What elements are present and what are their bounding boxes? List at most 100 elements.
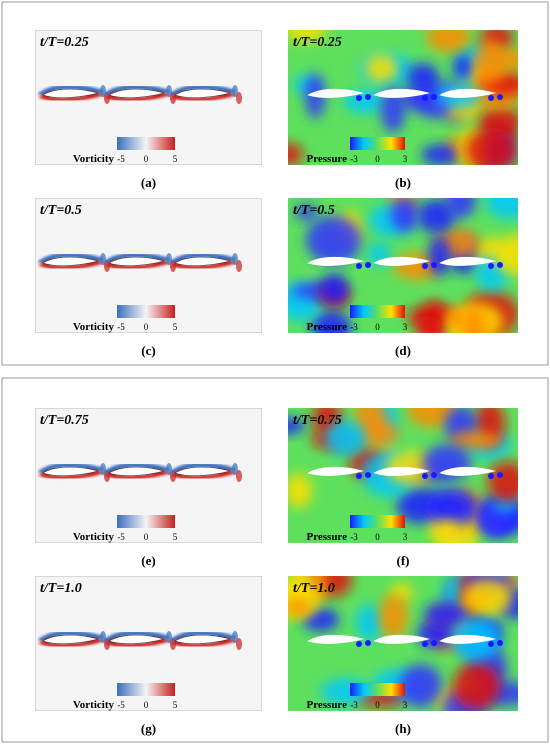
wake-vortex bbox=[497, 262, 503, 268]
foil bbox=[439, 88, 497, 98]
contour-blob bbox=[452, 662, 501, 710]
shed-vortex bbox=[236, 638, 242, 650]
colorbar-tick: 0 bbox=[375, 154, 380, 164]
contour-blob bbox=[324, 420, 367, 457]
contour-blob bbox=[461, 579, 512, 617]
colorbar-tick: 3 bbox=[403, 154, 408, 164]
foil bbox=[108, 634, 166, 644]
colorbar-label: Pressure bbox=[306, 153, 347, 165]
contour-blob bbox=[434, 517, 461, 541]
wake-vortex bbox=[356, 95, 362, 101]
colorbar bbox=[117, 683, 175, 696]
panel-caption: (g) bbox=[141, 721, 156, 736]
contour-blob bbox=[413, 315, 441, 333]
shed-vortex bbox=[236, 470, 242, 482]
contour-blob bbox=[428, 235, 452, 277]
colorbar bbox=[117, 305, 175, 318]
wake-vortex bbox=[488, 95, 494, 101]
colorbar-tick: 0 bbox=[144, 700, 149, 710]
foil bbox=[439, 634, 497, 644]
colorbar-tick: 0 bbox=[144, 532, 149, 542]
wake-vortex bbox=[488, 473, 494, 479]
colorbar-tick: -3 bbox=[350, 700, 358, 710]
wake-vortex bbox=[431, 472, 437, 478]
panel-caption: (b) bbox=[395, 175, 411, 190]
wake-vortex bbox=[356, 263, 362, 269]
colorbar-tick: 3 bbox=[403, 322, 408, 332]
contour-blob bbox=[445, 198, 477, 219]
panel: t/T=1.0 Pressure -3 0 3 (h) bbox=[288, 576, 518, 736]
colorbar bbox=[350, 137, 405, 150]
wake-vortex bbox=[422, 95, 428, 101]
foil bbox=[42, 256, 100, 266]
field bbox=[288, 408, 518, 543]
panel: t/T=0.5 Pressure -3 0 3 (d) bbox=[288, 198, 518, 358]
contour-blob bbox=[294, 204, 318, 221]
panel: t/T=0.75 Vorticity -5 0 5 (e) bbox=[35, 408, 262, 568]
colorbar bbox=[350, 305, 405, 318]
time-label: t/T=0.25 bbox=[293, 35, 342, 50]
wake-vortex bbox=[356, 641, 362, 647]
contour-blob bbox=[288, 142, 304, 165]
contour-blob bbox=[379, 594, 409, 639]
panel-caption: (e) bbox=[141, 553, 155, 568]
colorbar bbox=[350, 683, 405, 696]
wake-vortex bbox=[488, 263, 494, 269]
foil bbox=[373, 88, 431, 98]
foil bbox=[307, 466, 365, 476]
colorbar-label: Vorticity bbox=[73, 153, 115, 165]
foil bbox=[42, 88, 100, 98]
wake-vortex bbox=[365, 94, 371, 100]
colorbar-tick: -3 bbox=[350, 322, 358, 332]
panel: t/T=0.5 Vorticity -5 0 5 (c) bbox=[35, 198, 262, 358]
wake-vortex bbox=[431, 94, 437, 100]
wake-vortex bbox=[365, 472, 371, 478]
contour-blob bbox=[364, 53, 398, 84]
wake-vortex bbox=[497, 94, 503, 100]
time-label: t/T=0.75 bbox=[293, 413, 342, 428]
time-label: t/T=0.5 bbox=[40, 203, 82, 218]
foil bbox=[439, 466, 497, 476]
wake-vortex bbox=[497, 640, 503, 646]
colorbar-label: Vorticity bbox=[73, 531, 115, 543]
contour-blob bbox=[422, 444, 472, 482]
panel-caption: (a) bbox=[141, 175, 156, 190]
colorbar-tick: 0 bbox=[375, 700, 380, 710]
group-frame bbox=[1, 1, 549, 366]
foil bbox=[42, 466, 100, 476]
colorbar-tick: 0 bbox=[375, 532, 380, 542]
colorbar-label: Vorticity bbox=[73, 321, 115, 333]
foil bbox=[373, 634, 431, 644]
shed-vortex bbox=[232, 85, 238, 97]
colorbar-tick: 5 bbox=[173, 154, 178, 164]
colorbar-tick: 5 bbox=[173, 700, 178, 710]
wake-vortex bbox=[365, 640, 371, 646]
contour-blob bbox=[305, 216, 362, 264]
colorbar-tick: 5 bbox=[173, 322, 178, 332]
foil bbox=[108, 466, 166, 476]
contour-blob bbox=[461, 306, 487, 333]
time-label: t/T=0.5 bbox=[293, 203, 335, 218]
panel: t/T=0.25 Vorticity -5 0 5 (a) bbox=[35, 30, 262, 190]
contour-blob bbox=[320, 273, 349, 305]
foil bbox=[307, 256, 365, 266]
contour-blob bbox=[474, 39, 508, 85]
panel-caption: (d) bbox=[395, 343, 411, 358]
colorbar bbox=[117, 515, 175, 528]
foil bbox=[373, 256, 431, 266]
contour-blob bbox=[355, 604, 384, 641]
foil bbox=[174, 466, 232, 476]
contour-blob bbox=[358, 421, 400, 446]
contour-blob bbox=[288, 598, 312, 616]
foil bbox=[373, 466, 431, 476]
contour-blob bbox=[311, 309, 352, 333]
panel: t/T=0.25 Pressure -3 0 3 (b) bbox=[288, 30, 518, 190]
colorbar-tick: -3 bbox=[350, 154, 358, 164]
colorbar-tick: -3 bbox=[350, 532, 358, 542]
contour-blob bbox=[399, 663, 443, 708]
contour-blob bbox=[487, 461, 518, 503]
colorbar-label: Pressure bbox=[306, 531, 347, 543]
panel-caption: (f) bbox=[397, 553, 410, 568]
time-label: t/T=1.0 bbox=[293, 581, 335, 596]
